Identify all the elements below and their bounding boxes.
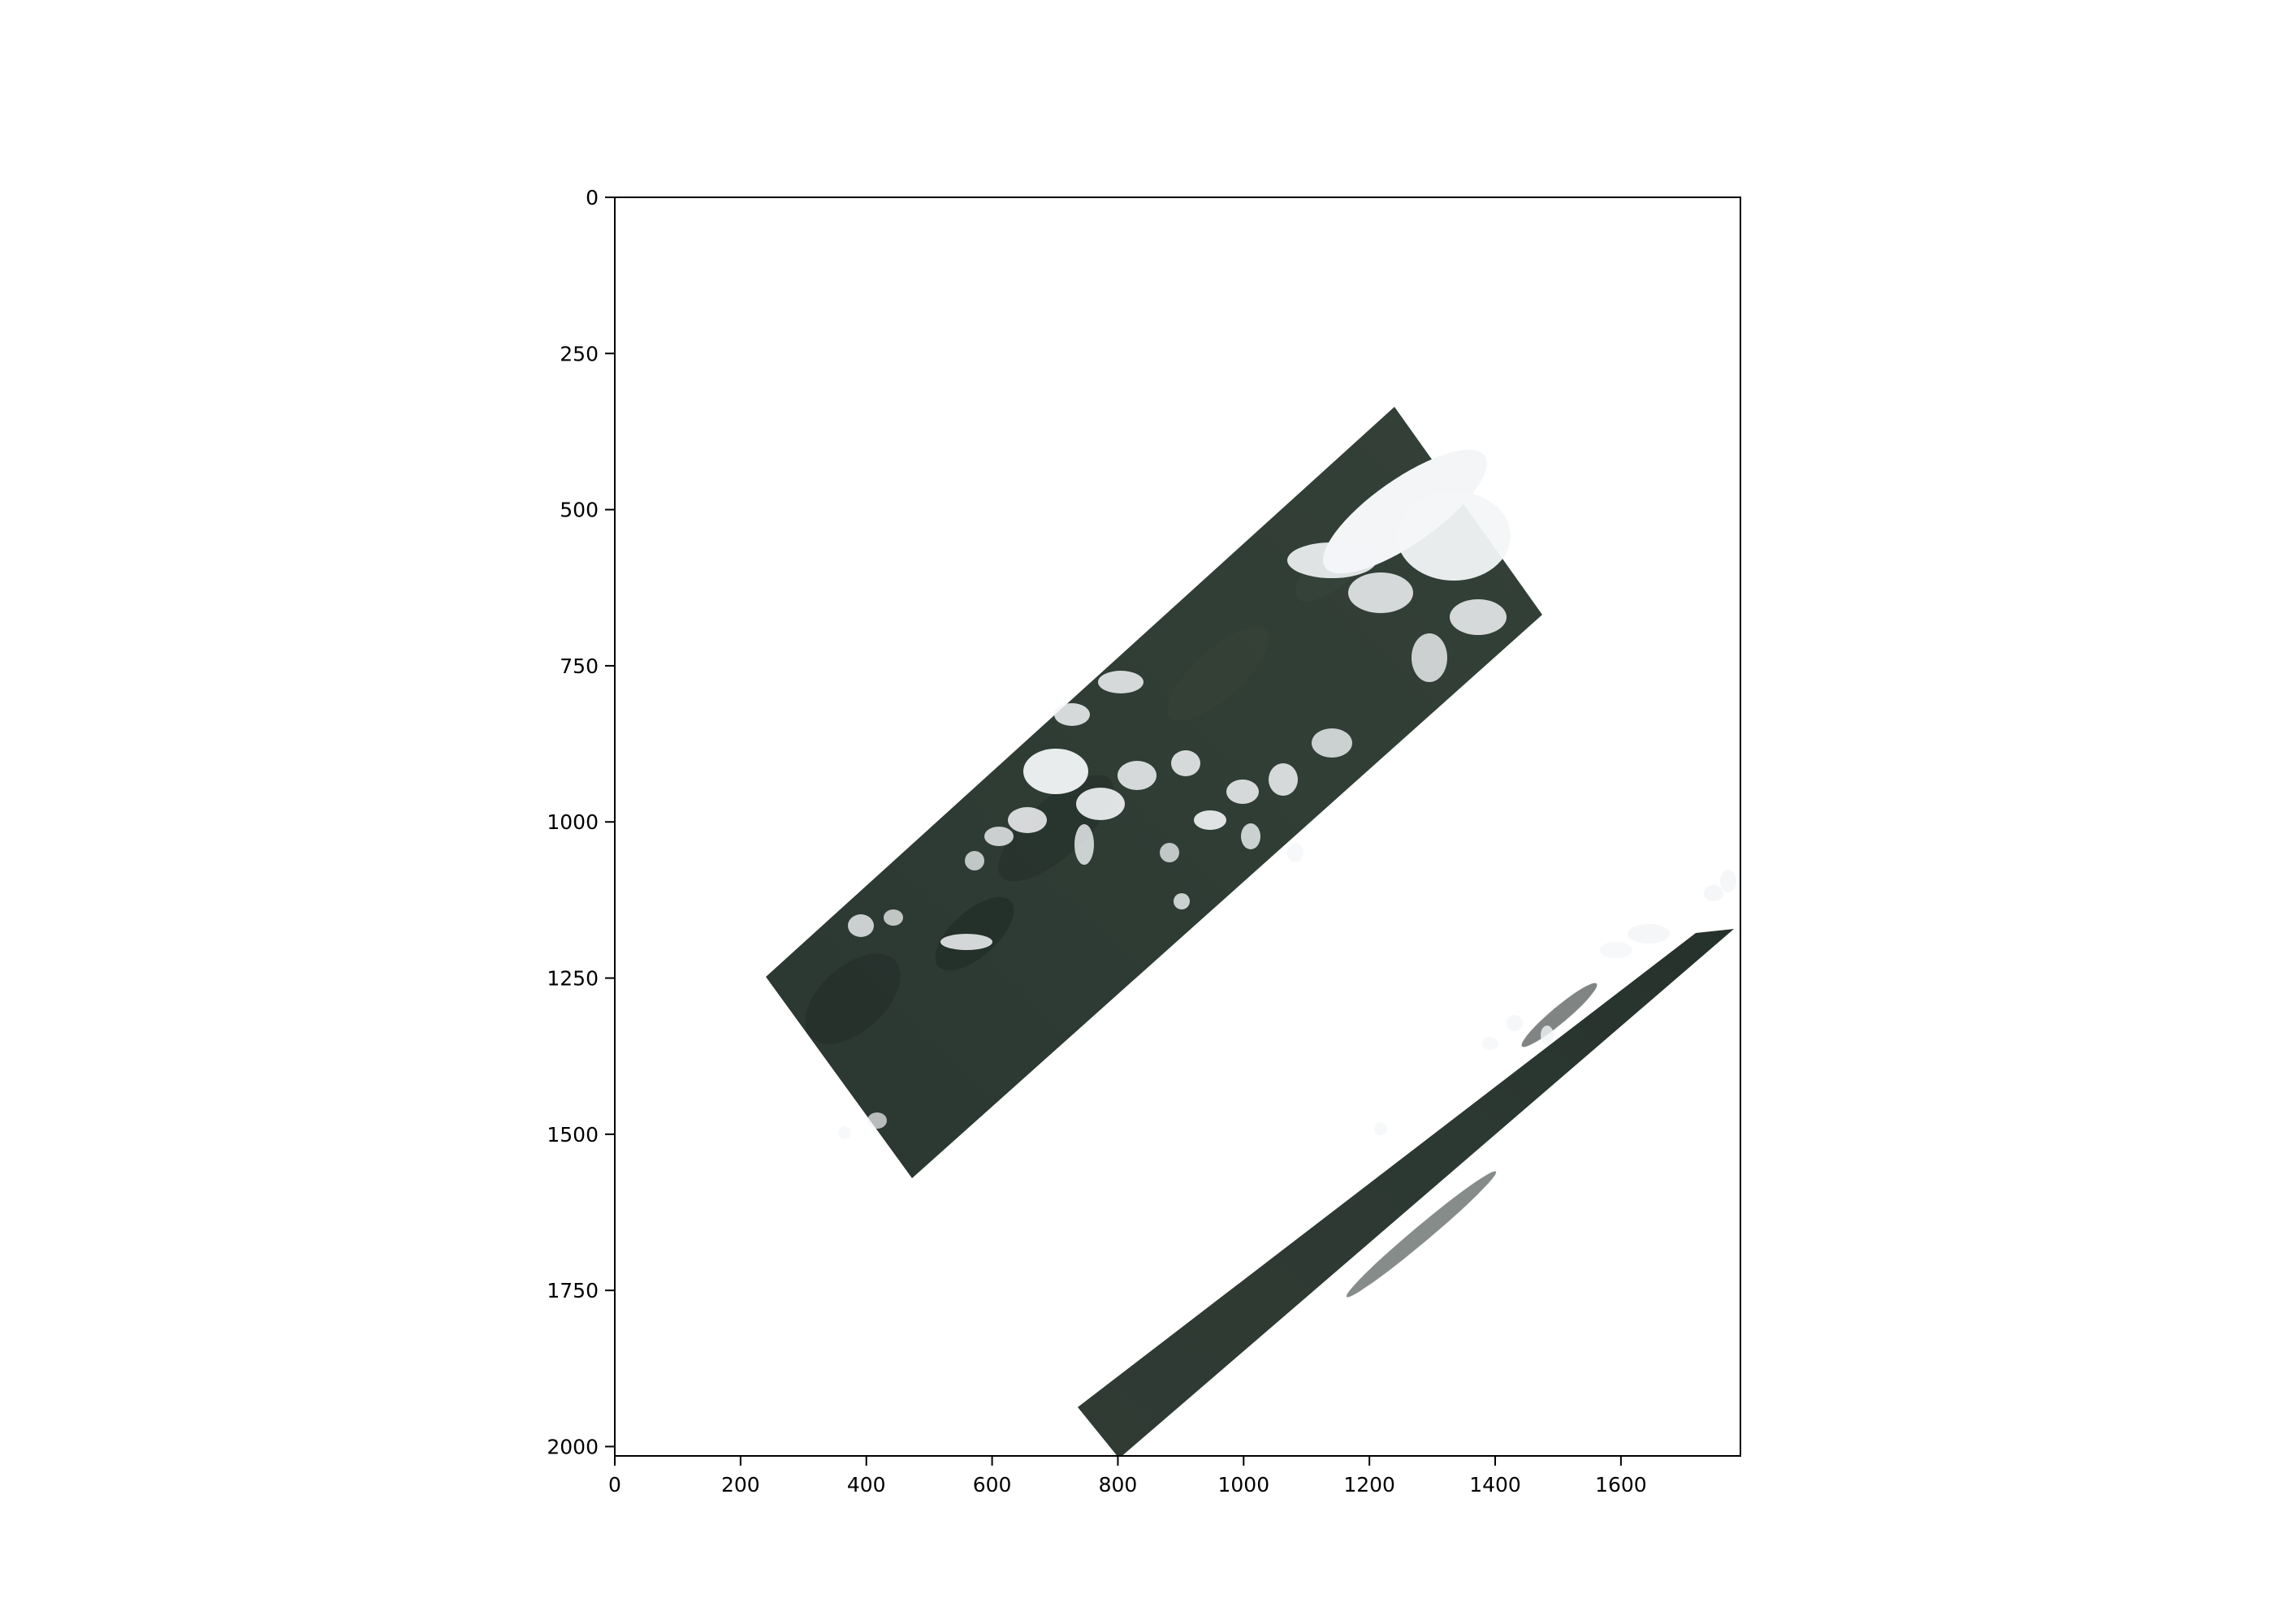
x-tick-label: 600 [973, 1473, 1012, 1497]
x-tick-label: 800 [1099, 1473, 1138, 1497]
satellite-image [766, 407, 1736, 1456]
y-tick-label: 1750 [547, 1279, 599, 1302]
x-tick-label: 1400 [1469, 1473, 1521, 1497]
x-axis: 0 200 400 600 800 1000 1200 1400 1600 [608, 1456, 1647, 1497]
x-tick-label: 400 [847, 1473, 886, 1497]
y-tick-label: 250 [560, 342, 599, 365]
axes-frame [614, 197, 1741, 1457]
image-swath-lower [1078, 929, 1734, 1456]
x-tick-label: 0 [608, 1473, 621, 1497]
x-tick-label: 1200 [1343, 1473, 1395, 1497]
image-swath-upper [766, 407, 1542, 1178]
clouds [838, 449, 1736, 1139]
y-tick-label: 750 [560, 654, 599, 678]
y-tick-label: 2000 [547, 1435, 599, 1458]
y-tick-label: 1000 [547, 810, 599, 834]
image-axes: 0 250 500 750 1000 1250 1500 1750 2000 0 200 400 60… [547, 186, 1741, 1497]
y-tick-label: 0 [586, 186, 599, 209]
y-tick-label: 500 [560, 499, 599, 522]
x-tick-label: 1000 [1217, 1473, 1269, 1497]
y-axis: 0 250 500 750 1000 1250 1500 1750 2000 [547, 186, 615, 1458]
x-tick-label: 1600 [1595, 1473, 1647, 1497]
x-tick-label: 200 [721, 1473, 760, 1497]
y-tick-label: 1500 [547, 1123, 599, 1147]
y-tick-label: 1250 [547, 967, 599, 991]
